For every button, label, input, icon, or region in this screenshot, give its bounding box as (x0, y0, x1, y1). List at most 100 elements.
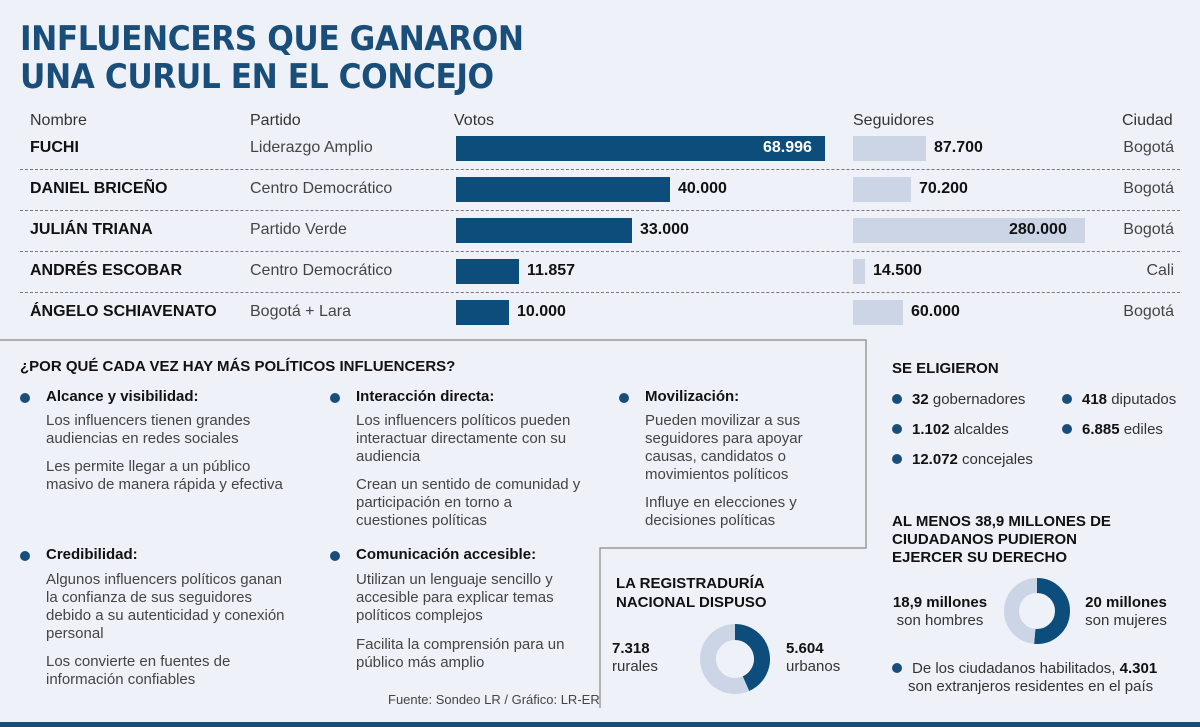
header-city: Ciudad (1122, 112, 1173, 129)
bullet-icon (1062, 394, 1072, 404)
votes-value: 68.996 (763, 139, 812, 156)
votes-bar (456, 218, 632, 243)
why-item-title: Movilización: (645, 388, 740, 405)
table-row: ÁNGELO SCHIAVENATO Bogotá + Lara Bogotá 10.… (20, 293, 1180, 333)
row-party: Centro Democrático (250, 180, 393, 197)
row-city: Cali (1146, 262, 1174, 279)
why-item-text: Crean un sentido de comunidad y particip… (356, 476, 581, 529)
followers-bar (853, 136, 926, 161)
header-votes: Votos (454, 112, 495, 129)
followers-value: 280.000 (1009, 221, 1067, 238)
why-item-text: Influye en elecciones y decisiones polít… (645, 494, 797, 529)
bullet-icon (330, 393, 340, 403)
bullet-icon (20, 551, 30, 561)
registry-urban-label: 5.604 urbanos (786, 640, 841, 675)
row-city: Bogotá (1123, 139, 1174, 156)
elected-stat: 32 gobernadores (892, 391, 1025, 408)
why-item-text: Facilita la comprensión para un público … (356, 636, 565, 671)
bullet-icon (892, 394, 902, 404)
row-party: Partido Verde (250, 221, 347, 238)
table-row: FUCHI Liderazgo Amplio Bogotá 68.996 87.700 (20, 129, 1180, 169)
why-item-title: Credibilidad: (46, 546, 138, 563)
donut-slice (734, 624, 770, 692)
row-separator (20, 169, 1180, 170)
followers-value: 60.000 (911, 303, 960, 320)
row-name: JULIÁN TRIANA (30, 221, 153, 238)
why-item-title: Comunicación accesible: (356, 546, 537, 563)
citizens-note: De los ciudadanos habilitados, 4.301 son… (892, 660, 1192, 696)
header-followers: Seguidores (853, 112, 934, 129)
bullet-icon (330, 551, 340, 561)
header-party: Partido (250, 112, 301, 129)
registry-heading: LA REGISTRADURÍA NACIONAL DISPUSO (616, 575, 767, 611)
why-item-credibility: Credibilidad: Algunos influencers políti… (20, 546, 285, 696)
page-title: INFLUENCERS QUE GANARON UNA CURUL EN EL … (20, 20, 524, 96)
row-separator (20, 251, 1180, 252)
why-item-text: Utilizan un lenguaje sencillo y accesibl… (356, 571, 554, 624)
row-city: Bogotá (1123, 303, 1174, 320)
bullet-icon (892, 454, 902, 464)
followers-value: 87.700 (934, 139, 983, 156)
bullet-icon (619, 393, 629, 403)
why-item-text: Les permite llegar a un público masivo d… (46, 458, 283, 493)
elected-stat: 12.072 concejales (892, 451, 1033, 468)
why-item-communication: Comunicación accesible: Utilizan un leng… (330, 546, 590, 676)
bullet-icon (20, 393, 30, 403)
elected-stat: 418 diputados (1062, 391, 1176, 408)
citizens-donut-chart (1004, 578, 1070, 644)
row-name: ÁNGELO SCHIAVENATO (30, 303, 217, 320)
why-item-text: Los convierte en fuentes de información … (46, 653, 231, 688)
why-item-text: Los influencers políticos pueden interac… (356, 412, 571, 465)
table-row: JULIÁN TRIANA Partido Verde Bogotá 33.000 28… (20, 211, 1180, 251)
why-item-text: Pueden movilizar a sus seguidores para a… (645, 412, 803, 483)
followers-bar (853, 259, 865, 284)
row-name: ANDRÉS ESCOBAR (30, 262, 183, 279)
source-note: Fuente: Sondeo LR / Gráfico: LR-ER (388, 692, 600, 707)
bullet-icon (1062, 424, 1072, 434)
row-city: Bogotá (1123, 180, 1174, 197)
votes-bar (456, 300, 509, 325)
why-item-reach: Alcance y visibilidad: Los influencers t… (20, 388, 283, 528)
why-item-text: Algunos influencers políticos ganan la c… (46, 571, 285, 642)
row-party: Liderazgo Amplio (250, 139, 373, 156)
why-item-mobilization: Movilización: Pueden movilizar a sus seg… (619, 388, 879, 538)
votes-value: 11.857 (527, 262, 576, 279)
why-item-text: Los influencers tienen grandes audiencia… (46, 412, 251, 447)
row-name: FUCHI (30, 139, 79, 156)
votes-value: 10.000 (517, 303, 566, 320)
donut-slice (1034, 578, 1070, 644)
votes-bar (456, 136, 825, 161)
citizens-heading: AL MENOS 38,9 MILLONES DE CIUDADANOS PUD… (892, 513, 1111, 566)
header-name: Nombre (30, 112, 87, 129)
row-party: Bogotá + Lara (250, 303, 351, 320)
followers-bar (853, 177, 911, 202)
row-party: Centro Democrático (250, 262, 393, 279)
why-item-title: Interacción directa: (356, 388, 495, 405)
votes-bar (456, 259, 519, 284)
followers-bar (853, 218, 1085, 243)
followers-value: 70.200 (919, 180, 968, 197)
title-line-1: INFLUENCERS QUE GANARON (20, 19, 524, 59)
bullet-icon (892, 663, 902, 673)
table-row: ANDRÉS ESCOBAR Centro Democrático Cali 11.8… (20, 252, 1180, 292)
elected-heading: SE ELIGIERON (892, 360, 999, 377)
bullet-icon (892, 424, 902, 434)
row-city: Bogotá (1123, 221, 1174, 238)
elected-stat: 6.885 ediles (1062, 421, 1163, 438)
title-line-2: UNA CURUL EN EL CONCEJO (20, 57, 494, 97)
table-row: DANIEL BRICEÑO Centro Democrático Bogotá 40… (20, 170, 1180, 210)
votes-bar (456, 177, 670, 202)
why-item-interaction: Interacción directa: Los influencers pol… (330, 388, 590, 538)
citizens-men-label: 18,9 millones son hombres (892, 594, 988, 629)
citizens-women-label: 20 millones son mujeres (1085, 594, 1167, 629)
votes-value: 40.000 (678, 180, 727, 197)
donut-slice (1004, 578, 1038, 644)
donut-slice (700, 624, 750, 694)
votes-value: 33.000 (640, 221, 689, 238)
followers-bar (853, 300, 903, 325)
registry-donut-chart (700, 624, 770, 694)
why-item-title: Alcance y visibilidad: (46, 388, 199, 405)
followers-value: 14.500 (873, 262, 922, 279)
why-heading: ¿POR QUÉ CADA VEZ HAY MÁS POLÍTICOS INFL… (20, 358, 456, 375)
